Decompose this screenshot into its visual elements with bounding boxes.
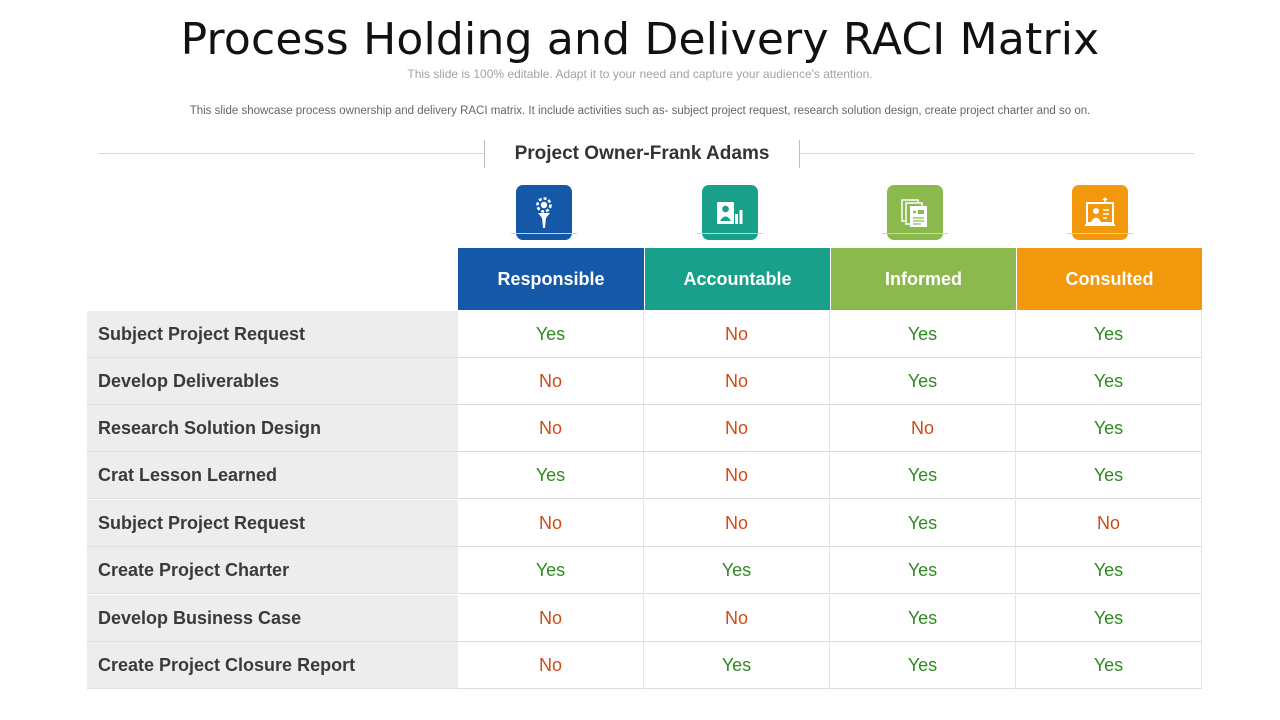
gear-person-icon	[516, 185, 572, 240]
cell-responsible: Yes	[458, 547, 644, 594]
cell-accountable: No	[644, 311, 830, 358]
cell-consulted: No	[1016, 500, 1202, 547]
row-label: Develop Business Case	[87, 595, 458, 642]
documents-icon	[887, 185, 943, 240]
cell-accountable: Yes	[644, 642, 830, 689]
cell-informed: Yes	[830, 642, 1016, 689]
row-label: Create Project Charter	[87, 547, 458, 594]
row-label: Subject Project Request	[87, 500, 458, 547]
row-label: Create Project Closure Report	[87, 642, 458, 689]
cell-responsible: No	[458, 405, 644, 452]
page-description: This slide showcase process ownership an…	[189, 105, 1091, 117]
cell-responsible: No	[458, 642, 644, 689]
cell-accountable: No	[644, 452, 830, 499]
cell-responsible: No	[458, 595, 644, 642]
icon-underline	[882, 233, 948, 234]
row-label: Develop Deliverables	[87, 358, 458, 405]
cell-informed: No	[830, 405, 1016, 452]
cell-consulted: Yes	[1016, 358, 1202, 405]
page-title: Process Holding and Delivery RACI Matrix	[180, 14, 1100, 65]
icon-underline	[511, 233, 577, 234]
cell-accountable: No	[644, 405, 830, 452]
page-subtitle: This slide is 100% editable. Adapt it to…	[407, 67, 873, 81]
row-label: Research Solution Design	[87, 405, 458, 452]
header-responsible: Responsible	[458, 248, 644, 310]
header-consulted: Consulted	[1017, 248, 1202, 310]
cell-informed: Yes	[830, 595, 1016, 642]
cell-consulted: Yes	[1016, 311, 1202, 358]
person-chart-icon	[702, 185, 758, 240]
cell-accountable: No	[644, 595, 830, 642]
cell-informed: Yes	[830, 500, 1016, 547]
cell-responsible: Yes	[458, 311, 644, 358]
row-label: Crat Lesson Learned	[87, 452, 458, 499]
cell-informed: Yes	[830, 358, 1016, 405]
cell-informed: Yes	[830, 452, 1016, 499]
cell-informed: Yes	[830, 311, 1016, 358]
header-informed: Informed	[831, 248, 1016, 310]
cell-consulted: Yes	[1016, 547, 1202, 594]
cell-accountable: No	[644, 500, 830, 547]
consultant-screen-icon	[1072, 185, 1128, 240]
project-owner-label: Project Owner-Frank Adams	[484, 140, 800, 168]
cell-informed: Yes	[830, 547, 1016, 594]
cell-accountable: No	[644, 358, 830, 405]
cell-responsible: No	[458, 500, 644, 547]
cell-consulted: Yes	[1016, 642, 1202, 689]
cell-responsible: Yes	[458, 452, 644, 499]
icon-underline	[1067, 233, 1133, 234]
header-accountable: Accountable	[645, 248, 830, 310]
cell-consulted: Yes	[1016, 405, 1202, 452]
row-label: Subject Project Request	[87, 311, 458, 358]
cell-accountable: Yes	[644, 547, 830, 594]
cell-responsible: No	[458, 358, 644, 405]
cell-consulted: Yes	[1016, 595, 1202, 642]
icon-underline	[697, 233, 763, 234]
cell-consulted: Yes	[1016, 452, 1202, 499]
